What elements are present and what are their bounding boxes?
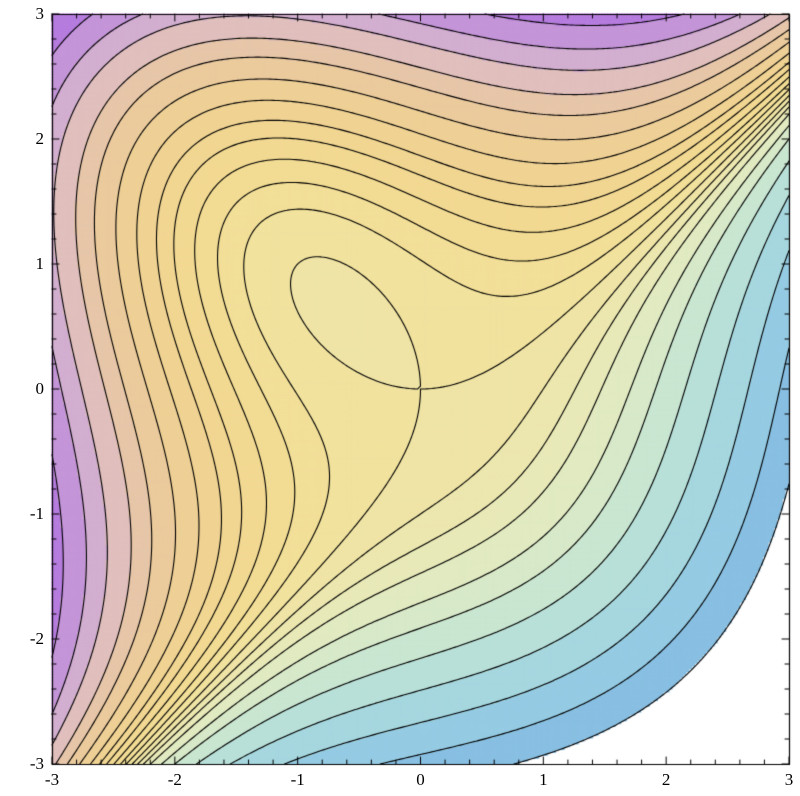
y-tick-label: -1 — [30, 504, 44, 524]
y-tick-label: 2 — [36, 129, 45, 149]
x-tick-label: 0 — [416, 770, 425, 790]
y-tick-label: 1 — [36, 254, 45, 274]
x-tick-label: -3 — [45, 770, 59, 790]
y-tick-label: -2 — [30, 629, 44, 649]
x-tick-label: 3 — [785, 770, 794, 790]
x-tick-label: 2 — [662, 770, 671, 790]
x-tick-label: 1 — [539, 770, 548, 790]
y-tick-label: 3 — [36, 4, 45, 24]
y-tick-label: -3 — [30, 754, 44, 774]
contour-canvas — [0, 0, 800, 796]
y-tick-label: 0 — [36, 379, 45, 399]
x-tick-label: -2 — [168, 770, 182, 790]
contour-plot: -3 -2 -1 0 1 2 3 -3 -2 -1 0 1 2 3 — [0, 0, 800, 796]
x-tick-label: -1 — [291, 770, 305, 790]
